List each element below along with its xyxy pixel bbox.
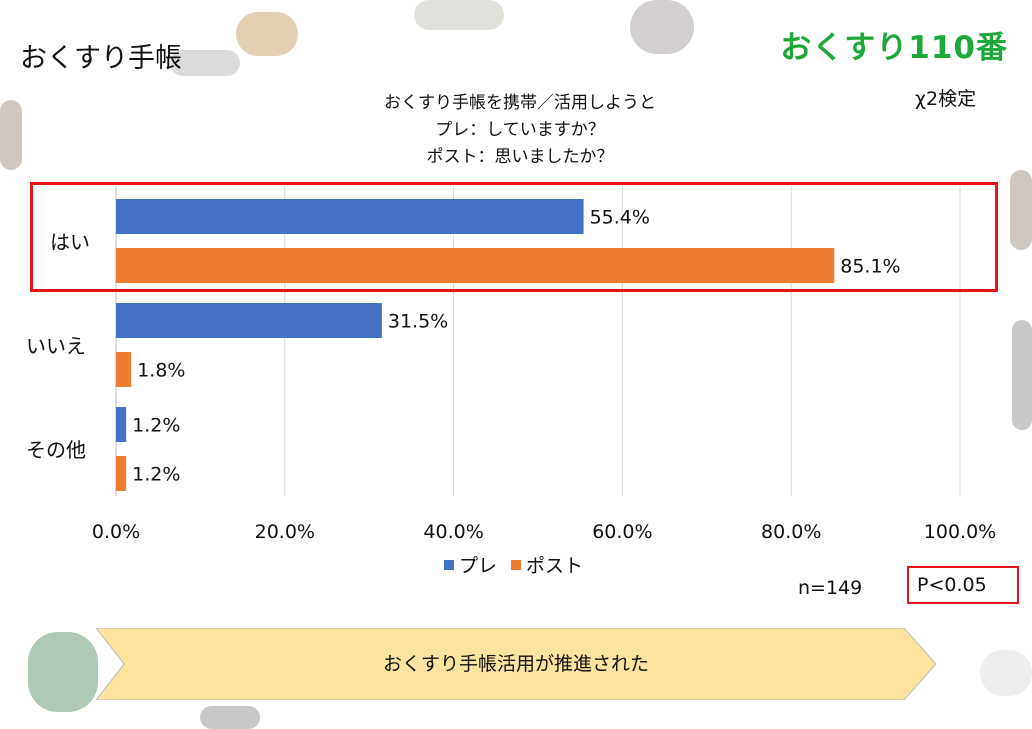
x-tick-label: 100.0% — [924, 521, 996, 543]
slide-title: おくすり手帳 — [20, 43, 182, 74]
chart-legend: プレ ポスト — [444, 551, 583, 578]
data-label: 1.2% — [132, 415, 180, 437]
highlight-box — [30, 182, 998, 292]
decorative-capsule — [630, 0, 694, 54]
decorative-capsule — [170, 50, 240, 76]
chart-title-line: プレ：していますか？ — [435, 120, 605, 140]
bar-pre — [116, 303, 382, 338]
x-tick-label: 0.0% — [92, 521, 140, 543]
data-label: 1.2% — [132, 464, 180, 486]
x-tick-label: 40.0% — [423, 521, 483, 543]
decorative-capsule — [1010, 170, 1032, 250]
sample-size: n=149 — [798, 577, 863, 599]
bar-post — [116, 456, 127, 491]
decorative-capsule — [414, 0, 504, 30]
bar-pre — [116, 199, 584, 234]
p-value-box: P<0.05 — [907, 566, 1019, 604]
x-tick-label: 20.0% — [255, 521, 315, 543]
data-label: 1.8% — [137, 360, 185, 382]
decorative-capsule — [200, 706, 260, 729]
bar-post — [116, 248, 835, 283]
legend-item-post: ポスト — [511, 551, 583, 578]
chart-title-line: おくすり手帳を携帯／活用しようと — [384, 93, 656, 113]
data-label: 31.5% — [388, 311, 448, 333]
statistical-test-label: χ2検定 — [915, 88, 977, 110]
x-tick-label: 60.0% — [592, 521, 652, 543]
chart-title-line: ポスト：思いましたか？ — [426, 147, 614, 167]
category-label: その他 — [26, 438, 86, 462]
legend-item-pre: プレ — [444, 551, 497, 578]
legend-swatch-post — [511, 559, 522, 570]
conclusion-text: おくすり手帳活用が推進された — [382, 653, 649, 675]
conclusion-banner — [96, 628, 936, 700]
conclusion-arrow-shape — [96, 628, 936, 700]
decorative-capsule — [1012, 320, 1032, 430]
x-tick-label: 80.0% — [761, 521, 821, 543]
bar-post — [116, 352, 132, 387]
legend-swatch-pre — [444, 559, 454, 570]
legend-label-post: ポスト — [526, 555, 584, 577]
brand-logo: おくすり110番 — [780, 30, 1008, 66]
decorative-capsule — [236, 12, 298, 56]
data-label: 85.1% — [840, 256, 900, 278]
category-label: はい — [50, 230, 90, 254]
decorative-capsule — [980, 650, 1032, 696]
legend-label-pre: プレ — [459, 555, 498, 577]
chart-title: おくすり手帳を携帯／活用しようと プレ：していますか？ ポスト：思いましたか？ — [240, 90, 800, 171]
decorative-capsule — [0, 100, 22, 170]
data-label: 55.4% — [590, 207, 650, 229]
bar-pre — [116, 407, 127, 442]
decorative-capsule — [28, 632, 98, 712]
category-label: いいえ — [26, 334, 86, 358]
